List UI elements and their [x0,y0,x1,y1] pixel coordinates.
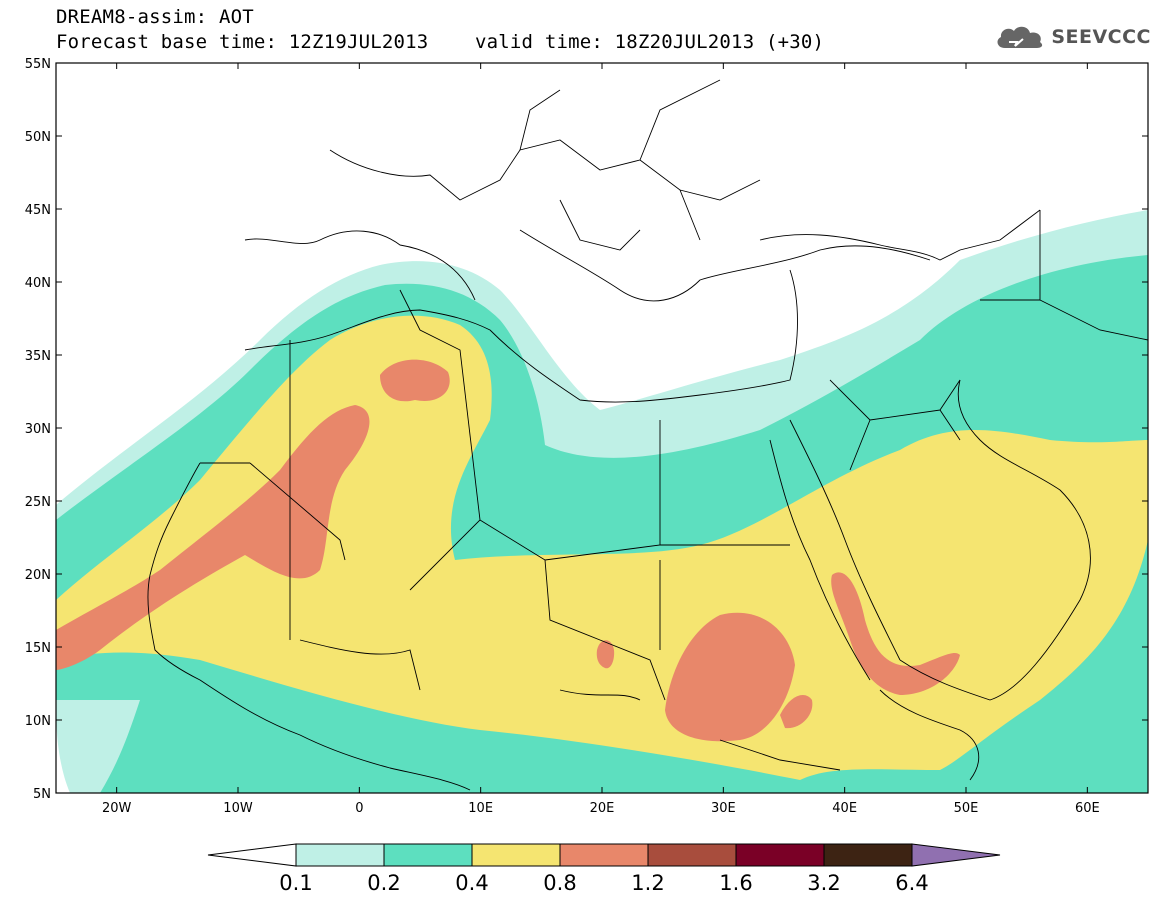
lon-tick-label: 40E [832,801,857,816]
coastline-red-sea [769,419,901,681]
lon-tick-label: 60E [1075,801,1100,816]
lon-tick-label: 10W [223,801,253,816]
lon-tick-label: 50E [954,801,979,816]
country-borders [147,79,1148,791]
lat-tick-label: 45N [25,203,51,218]
forecast-times: Forecast base time: 12Z19JUL2013 valid t… [56,31,825,53]
aot-contour-0.8-chad [596,640,615,669]
aot-contour-0.8-ethiopia [780,695,813,729]
seevccc-logo: SEEVCCC [993,22,1151,52]
logo-text: SEEVCCC [1051,26,1151,48]
lat-tick-label: 30N [25,422,51,437]
colorbar-level-label: 1.6 [719,871,752,895]
coastline-west-africa [147,462,471,791]
coastline-horn [879,689,980,781]
borders-sahel [299,559,841,771]
colorbar-level-label: 1.2 [631,871,664,895]
coastline-mediterranean [244,269,798,403]
aot-contour-0.8-algeria [380,359,450,402]
colorbar-swatch [559,843,649,867]
lat-tick-label: 55N [25,57,51,72]
lat-tick-label: 50N [25,130,51,145]
longitude-axis: 20W 10W 0 10E 20E 30E 40E 50E 60E [102,63,1100,816]
colorbar-swatch [295,843,385,867]
colorbar-level-label: 0.1 [279,871,312,895]
colorbar-under-triangle [207,843,297,867]
lat-tick-label: 10N [25,714,51,729]
aot-contour-0.8-west [56,405,370,670]
coastline-arabia [899,379,1091,701]
cloud-logo-icon [997,26,1043,48]
colorbar-swatch [823,843,913,867]
lon-tick-label: 0 [355,801,363,816]
lat-tick-label: 15N [25,641,51,656]
colorbar-level-label: 0.8 [543,871,576,895]
lat-tick-label: 20N [25,568,51,583]
lat-tick-label: 5N [33,787,51,802]
coastline-europe [244,229,931,302]
aot-contour-0.8-sudan [665,612,795,742]
lon-tick-label: 10E [468,801,493,816]
colorbar-swatch [647,843,737,867]
borders-europe [329,79,761,251]
borders-turkey-caucasus [759,209,1041,261]
lon-tick-label: 20W [102,801,132,816]
colorbar-swatch [383,843,473,867]
borders-middle-east [829,210,1148,471]
colorbar-level-label: 0.2 [367,871,400,895]
colorbar: 0.1 0.2 0.4 0.8 1.2 1.6 3.2 6.4 [207,843,1001,895]
colorbar-level-label: 6.4 [895,871,928,895]
colorbar-level-label: 0.4 [455,871,488,895]
colorbar-level-label: 3.2 [807,871,840,895]
colorbar-swatch [471,843,561,867]
colorbar-swatch [735,843,825,867]
lat-tick-label: 40N [25,276,51,291]
latitude-axis: 55N 50N 45N 40N 35N 30N 25N 20N 15N 10N 5N [25,57,1148,802]
lon-tick-label: 20E [590,801,615,816]
product-title: DREAM8-assim: AOT [56,6,254,28]
lon-tick-label: 30E [711,801,736,816]
borders-north-africa [200,289,790,640]
lat-tick-label: 25N [25,495,51,510]
colorbar-over-triangle [911,843,1001,867]
lat-tick-label: 35N [25,349,51,364]
aot-contour-0.8-redsea [831,572,960,695]
